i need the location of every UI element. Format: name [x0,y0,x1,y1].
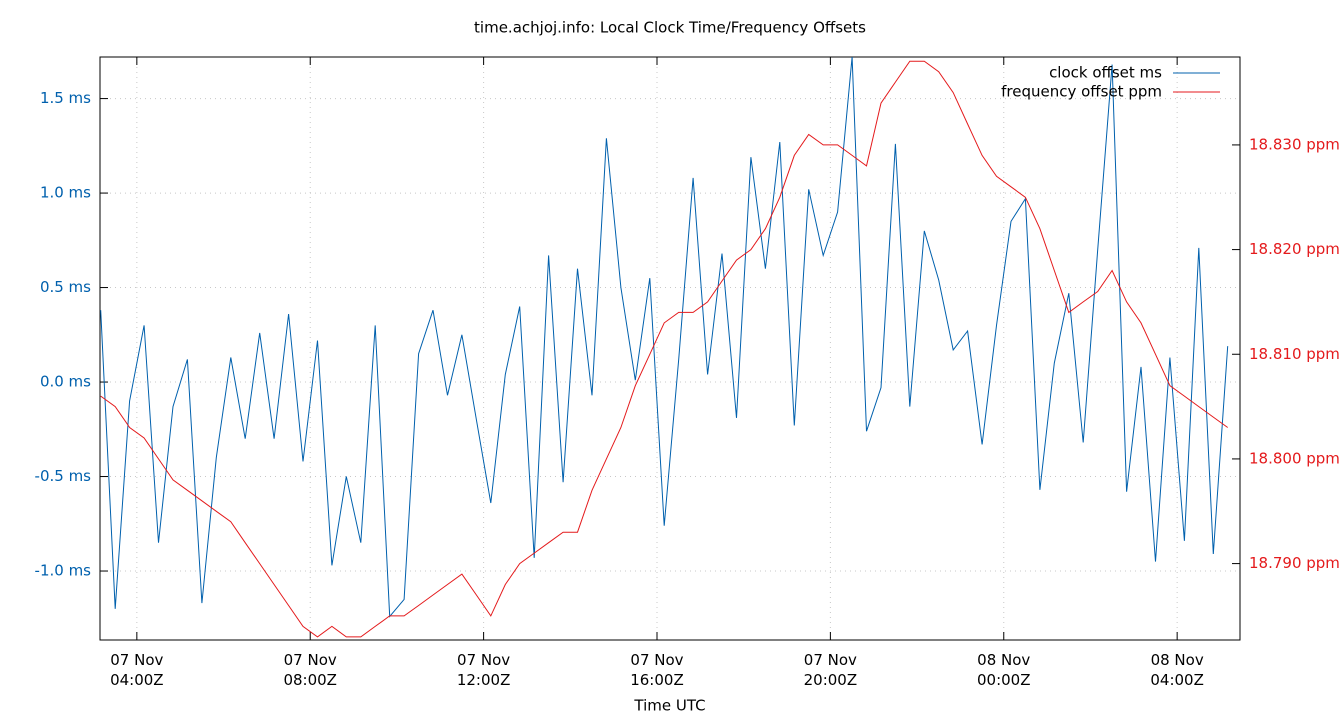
x-axis-label: Time UTC [633,697,705,715]
x-tick-label: 08 Nov 00:00Z [976,651,1031,689]
y-tick-label: 1.5 ms [40,89,91,107]
x-tick-label: 07 Nov 04:00Z [110,651,164,689]
plot-frame [99,56,1241,641]
x-tick-label: 07 Nov 20:00Z [803,651,858,689]
y-tick-label: -1.0 ms [35,562,92,580]
y2-tick-label: 18.790 ppm [1249,554,1340,572]
legend-label: frequency offset ppm [1001,83,1162,101]
y-tick-label: 0.0 ms [40,373,91,391]
series-line [100,60,1228,638]
x-tick-label: 07 Nov 16:00Z [630,651,684,689]
y2-tick-label: 18.820 ppm [1249,240,1340,258]
y2-tick-label: 18.800 ppm [1249,449,1340,467]
y2-tick-label: 18.830 ppm [1249,135,1340,153]
y-tick-label: -0.5 ms [35,467,92,485]
y-tick-label: 0.5 ms [40,278,91,296]
chart-title: time.achjoj.info: Local Clock Time/Frequ… [474,19,866,37]
y-tick-label: 1.0 ms [40,184,91,202]
x-tick-label: 07 Nov 12:00Z [456,651,511,689]
series-line [100,57,1229,618]
x-tick-label: 08 Nov 04:00Z [1150,651,1204,689]
y2-tick-label: 18.810 ppm [1249,345,1340,363]
x-tick-label: 07 Nov 08:00Z [283,651,337,689]
legend-label: clock offset ms [1049,64,1162,82]
